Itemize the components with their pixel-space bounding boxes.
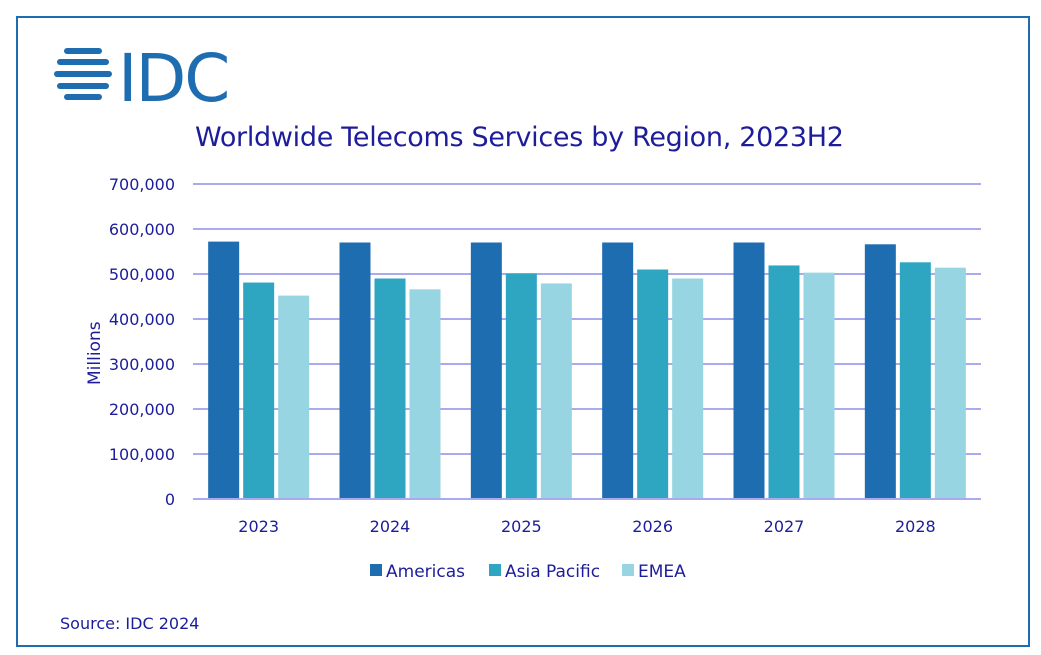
y-tick-label: 700,000 xyxy=(109,175,175,194)
x-tick-label: 2026 xyxy=(632,517,673,536)
legend-label: Asia Pacific xyxy=(505,562,600,582)
bar-emea-2023 xyxy=(278,295,310,498)
bar-americas-2026 xyxy=(602,242,634,498)
x-tick-label: 2027 xyxy=(764,517,805,536)
y-tick-labels: 0 100,000 200,000 300,000 400,000 500,000 600,… xyxy=(109,175,175,509)
x-tick-label: 2023 xyxy=(238,517,279,536)
bar-americas-2023 xyxy=(208,241,240,498)
y-tick-label: 100,000 xyxy=(109,445,175,464)
bar-asia-pacific-2025 xyxy=(505,273,537,498)
y-tick-label: 200,000 xyxy=(109,400,175,419)
bar-asia-pacific-2024 xyxy=(374,278,406,498)
legend: Americas Asia Pacific EMEA xyxy=(370,562,686,582)
chart-frame xyxy=(16,16,1030,647)
idc-logo: IDC xyxy=(54,45,230,105)
bar-americas-2025 xyxy=(470,242,502,498)
legend-swatch xyxy=(622,564,634,576)
bar-americas-2027 xyxy=(733,242,765,498)
bar-americas-2024 xyxy=(339,242,371,498)
bar-asia-pacific-2023 xyxy=(243,282,275,498)
bar-asia-pacific-2027 xyxy=(768,265,800,498)
logo-text: IDC xyxy=(118,45,228,105)
chart-title: Worldwide Telecoms Services by Region, 2… xyxy=(195,122,844,153)
bar-emea-2024 xyxy=(409,289,441,498)
bars xyxy=(208,241,966,498)
y-tick-label: 0 xyxy=(165,490,175,509)
legend-label: EMEA xyxy=(638,562,686,582)
bar-asia-pacific-2028 xyxy=(899,262,931,498)
legend-swatch xyxy=(370,564,382,576)
bar-emea-2027 xyxy=(803,272,835,498)
x-tick-label: 2024 xyxy=(370,517,411,536)
source-note: Source: IDC 2024 xyxy=(60,614,200,633)
y-tick-label: 600,000 xyxy=(109,220,175,239)
globe-icon xyxy=(54,48,112,100)
bar-emea-2028 xyxy=(934,267,966,498)
bar-asia-pacific-2026 xyxy=(637,269,669,498)
y-tick-label: 300,000 xyxy=(109,355,175,374)
x-tick-label: 2028 xyxy=(895,517,936,536)
y-tick-label: 400,000 xyxy=(109,310,175,329)
bar-emea-2026 xyxy=(672,278,704,498)
y-tick-label: 500,000 xyxy=(109,265,175,284)
legend-swatch xyxy=(489,564,501,576)
bar-americas-2028 xyxy=(864,244,896,498)
x-tick-labels: 2023 2024 2025 2026 2027 2028 xyxy=(238,517,935,536)
bar-emea-2025 xyxy=(540,283,572,498)
y-axis-label: Millions xyxy=(85,321,105,385)
legend-label: Americas xyxy=(386,562,465,582)
gridlines xyxy=(193,183,981,500)
x-tick-label: 2025 xyxy=(501,517,542,536)
